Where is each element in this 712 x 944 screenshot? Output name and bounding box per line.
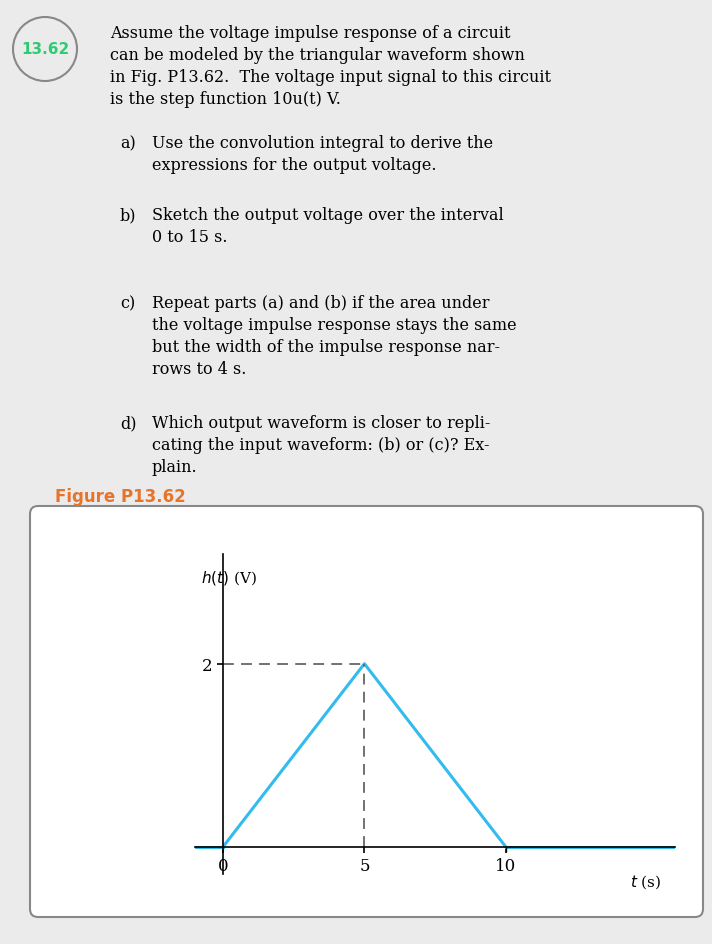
Text: expressions for the output voltage.: expressions for the output voltage. [152, 157, 436, 174]
Text: can be modeled by the triangular waveform shown: can be modeled by the triangular wavefor… [110, 47, 525, 64]
Text: rows to 4 s.: rows to 4 s. [152, 361, 246, 378]
Text: but the width of the impulse response nar-: but the width of the impulse response na… [152, 339, 500, 356]
Text: Figure P13.62: Figure P13.62 [55, 487, 186, 505]
Text: Sketch the output voltage over the interval: Sketch the output voltage over the inter… [152, 207, 504, 224]
Text: the voltage impulse response stays the same: the voltage impulse response stays the s… [152, 316, 517, 333]
Text: Repeat parts (a) and (b) if the area under: Repeat parts (a) and (b) if the area und… [152, 295, 490, 312]
Text: 13.62: 13.62 [21, 42, 69, 58]
Text: Use the convolution integral to derive the: Use the convolution integral to derive t… [152, 135, 493, 152]
Text: $h(t)$ (V): $h(t)$ (V) [201, 568, 257, 586]
Text: Assume the voltage impulse response of a circuit: Assume the voltage impulse response of a… [110, 25, 511, 42]
Text: b): b) [120, 207, 137, 224]
Text: a): a) [120, 135, 136, 152]
Text: cating the input waveform: (b) or (c)? Ex-: cating the input waveform: (b) or (c)? E… [152, 436, 490, 453]
Text: is the step function 10u(t) V.: is the step function 10u(t) V. [110, 91, 341, 108]
Text: d): d) [120, 414, 137, 431]
Text: c): c) [120, 295, 135, 312]
FancyBboxPatch shape [30, 507, 703, 917]
Text: Which output waveform is closer to repli-: Which output waveform is closer to repli… [152, 414, 491, 431]
Text: plain.: plain. [152, 459, 198, 476]
Text: 0 to 15 s.: 0 to 15 s. [152, 228, 228, 245]
Text: in Fig. P13.62.  The voltage input signal to this circuit: in Fig. P13.62. The voltage input signal… [110, 69, 551, 86]
Text: $t$ (s): $t$ (s) [629, 872, 661, 890]
